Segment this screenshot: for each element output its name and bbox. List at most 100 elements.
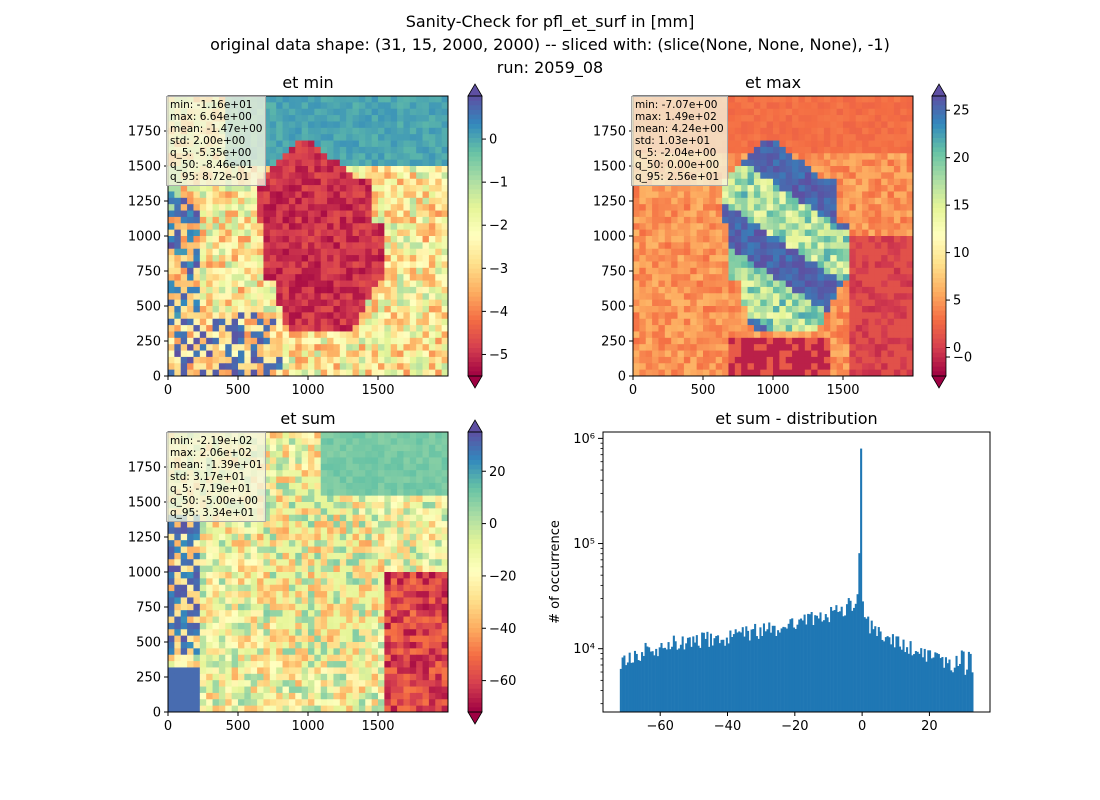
- y-tick-label: 1000: [593, 230, 626, 245]
- histogram-bar: [633, 650, 637, 712]
- histogram-bar: [626, 662, 629, 712]
- stats-line: q_95: 8.72e-01: [170, 171, 250, 183]
- y-tick-label: 10⁶: [573, 432, 595, 447]
- histogram-bar: [874, 626, 877, 712]
- histogram-bar: [971, 672, 974, 712]
- histogram-bar: [725, 637, 728, 712]
- colorbar-frame: [467, 431, 483, 713]
- histogram-bar: [920, 648, 923, 712]
- x-tick-label: 500: [691, 383, 716, 398]
- histogram-bar: [863, 617, 866, 712]
- stats-line: q_5: -5.35e+00: [170, 147, 252, 159]
- x-tick-label: 1500: [361, 383, 394, 398]
- histogram-bar: [628, 652, 631, 712]
- histogram-bar: [897, 636, 900, 712]
- y-tick-label: 1750: [128, 461, 161, 476]
- colorbar: 20 0 −20 −40 −60: [467, 419, 516, 725]
- histogram-bar: [694, 642, 697, 712]
- colorbar-extend-top: [931, 83, 947, 97]
- histogram-bar: [918, 653, 921, 712]
- colorbar-extend-bottom: [931, 375, 947, 389]
- x-tick-label: 0: [629, 383, 637, 398]
- histogram-panel: et sum - distribution −60 −40 −20 0 20 10⁴ 10⁵ 1…: [548, 409, 991, 734]
- histogram-bar: [906, 647, 909, 712]
- stats-line: min: -1.16e+01: [170, 99, 253, 111]
- histogram-bar: [715, 635, 718, 712]
- axes-frame: [602, 431, 991, 713]
- histogram-bar: [957, 666, 960, 712]
- colorbar-tick-label: −2: [489, 219, 508, 234]
- stats-line: q_50: -5.00e+00: [170, 495, 258, 507]
- histogram-bar: [821, 621, 824, 712]
- colorbar-tick-label: −1: [489, 176, 508, 191]
- histogram-bar: [858, 553, 861, 712]
- histogram-bar: [619, 668, 622, 712]
- y-tick-label: 0: [618, 370, 626, 385]
- histogram-bar: [801, 620, 804, 712]
- histogram-bar: [853, 607, 856, 712]
- histogram-bar: [798, 619, 801, 712]
- histogram-bar: [930, 658, 933, 712]
- histogram-bar: [669, 649, 672, 712]
- histogram-bar: [847, 598, 850, 712]
- histogram-bar: [833, 610, 836, 712]
- histogram-bar: [785, 628, 788, 712]
- histogram-bar: [966, 669, 969, 712]
- histogram-bars: [619, 448, 974, 712]
- y-tick-label: 750: [601, 265, 626, 280]
- stats-line: max: 6.64e+00: [170, 111, 252, 123]
- x-tick-label: −60: [646, 719, 673, 734]
- histogram-bar: [683, 649, 686, 712]
- histogram-bar: [890, 644, 893, 712]
- histogram-bar: [913, 654, 916, 712]
- stats-line: max: 2.06e+02: [170, 447, 252, 459]
- histogram-bar: [739, 632, 743, 712]
- stats-box: min: -1.16e+01 max: 6.64e+00 mean: -1.47e+…: [166, 96, 267, 186]
- histogram-bar: [828, 622, 831, 712]
- colorbar-tick-label: 0: [489, 133, 497, 148]
- x-tick-label: 20: [921, 719, 938, 734]
- histogram-bar: [923, 648, 926, 712]
- histogram-bar: [898, 646, 902, 712]
- y-tick-label: 500: [136, 300, 161, 315]
- histogram-bar: [900, 649, 903, 712]
- histogram-bar: [911, 655, 914, 712]
- histogram-bar: [819, 612, 822, 712]
- histogram-bar: [625, 665, 628, 712]
- histogram-bar: [718, 643, 721, 712]
- histogram-bar: [861, 601, 864, 712]
- figure-suptitle-line3: run: 2059_08: [496, 58, 604, 77]
- histogram-bar: [621, 657, 624, 712]
- histogram-bar: [741, 627, 744, 712]
- histogram-bar: [679, 644, 682, 712]
- histogram-bar: [743, 636, 746, 712]
- histogram-bar: [960, 650, 963, 712]
- histogram-bar: [823, 620, 826, 712]
- stats-line: q_5: -2.04e+00: [635, 147, 717, 159]
- colorbar-extend-top: [467, 419, 483, 433]
- histogram-bar: [702, 632, 705, 712]
- histogram-bar: [838, 611, 841, 712]
- histogram-bar: [764, 631, 767, 712]
- histogram-bar: [812, 625, 815, 712]
- colorbar-tick-label: 0: [953, 341, 961, 356]
- histogram-bar: [648, 647, 651, 712]
- histogram-bar: [950, 670, 953, 712]
- histogram-bar: [685, 643, 688, 712]
- histogram-bar: [946, 663, 949, 712]
- histogram-bar: [932, 657, 935, 712]
- stats-line: mean: -1.47e+00: [170, 123, 263, 135]
- stats-line: q_50: 0.00e+00: [635, 159, 720, 171]
- histogram-bar: [967, 651, 970, 712]
- histogram-bar: [888, 637, 891, 712]
- histogram-bar: [752, 629, 755, 712]
- histogram-bar: [623, 655, 626, 712]
- histogram-bar: [641, 652, 644, 712]
- colorbar-frame: [467, 95, 483, 377]
- histogram-bar: [944, 657, 947, 712]
- y-tick-label: 250: [136, 671, 161, 686]
- histogram-bar: [784, 627, 787, 712]
- y-tick-label: 0: [153, 706, 161, 721]
- histogram-bar: [883, 641, 886, 712]
